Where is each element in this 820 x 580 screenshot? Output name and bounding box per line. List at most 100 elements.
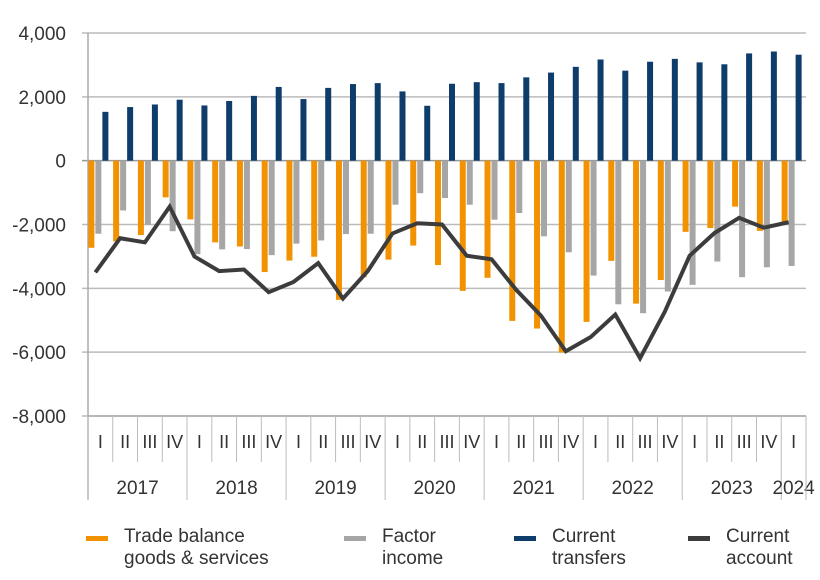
bar-trade-balance-goods-services bbox=[707, 160, 714, 229]
legend-swatch-trade-balance bbox=[86, 536, 108, 541]
bar-factor-income bbox=[169, 160, 176, 232]
bar-trade-balance-goods-services bbox=[261, 160, 268, 273]
bar-current-transfers bbox=[647, 61, 654, 161]
quarter-label: I bbox=[395, 432, 400, 452]
quarter-label: I bbox=[197, 432, 202, 452]
bar-trade-balance-goods-services bbox=[236, 160, 243, 247]
bar-current-transfers bbox=[176, 99, 183, 161]
bar-factor-income bbox=[120, 160, 127, 211]
bar-trade-balance-goods-services bbox=[385, 160, 392, 260]
bar-current-transfers bbox=[671, 58, 678, 161]
bar-factor-income bbox=[243, 160, 250, 250]
bar-factor-income bbox=[516, 160, 523, 214]
bar-current-transfers bbox=[498, 83, 505, 161]
legend-item-factor-income: Factor income bbox=[344, 526, 443, 570]
bar-factor-income bbox=[491, 160, 498, 220]
bar-trade-balance-goods-services bbox=[459, 160, 466, 291]
bar-trade-balance-goods-services bbox=[311, 160, 318, 257]
bar-current-transfers bbox=[721, 64, 728, 161]
quarter-label: III bbox=[737, 432, 752, 452]
bar-current-transfers bbox=[226, 100, 233, 161]
legend-label-trade-balance: Trade balance goods & services bbox=[124, 526, 269, 569]
bar-current-transfers bbox=[548, 72, 555, 161]
year-label: 2023 bbox=[711, 478, 753, 499]
legend-item-current-account: Current account bbox=[688, 526, 793, 570]
bar-current-transfers bbox=[374, 83, 381, 161]
bar-factor-income bbox=[417, 160, 424, 194]
bar-trade-balance-goods-services bbox=[286, 160, 293, 261]
bar-factor-income bbox=[194, 160, 201, 255]
year-label: 2019 bbox=[314, 478, 356, 499]
bar-factor-income bbox=[714, 160, 721, 262]
bar-factor-income bbox=[590, 160, 597, 276]
bar-trade-balance-goods-services bbox=[781, 160, 788, 225]
bar-factor-income bbox=[268, 160, 275, 256]
quarter-label: II bbox=[615, 432, 625, 452]
bar-trade-balance-goods-services bbox=[756, 160, 763, 231]
bar-current-transfers bbox=[399, 91, 406, 161]
bar-current-transfers bbox=[127, 107, 134, 161]
y-tick-label: 4,000 bbox=[18, 24, 66, 45]
y-tick-label: -4,000 bbox=[12, 279, 66, 300]
legend-swatch-factor-income bbox=[344, 536, 366, 541]
bar-factor-income bbox=[640, 160, 647, 314]
bar-trade-balance-goods-services bbox=[534, 160, 541, 329]
bar-trade-balance-goods-services bbox=[484, 160, 491, 278]
bar-factor-income bbox=[144, 160, 151, 225]
quarter-label: III bbox=[340, 432, 355, 452]
legend-item-current-transfers: Current transfers bbox=[514, 526, 626, 570]
bar-trade-balance-goods-services bbox=[435, 160, 441, 266]
quarter-label: IV bbox=[661, 432, 678, 452]
bar-factor-income bbox=[763, 160, 770, 268]
bar-trade-balance-goods-services bbox=[360, 160, 367, 278]
bar-trade-balance-goods-services bbox=[509, 160, 516, 321]
bar-factor-income bbox=[689, 160, 696, 285]
bar-current-transfers bbox=[696, 62, 703, 161]
bar-trade-balance-goods-services bbox=[583, 160, 590, 322]
legend-label-factor-income: Factor income bbox=[382, 526, 444, 569]
bar-factor-income bbox=[392, 160, 399, 205]
quarter-label: I bbox=[692, 432, 697, 452]
bar-current-transfers bbox=[201, 105, 208, 161]
bar-trade-balance-goods-services bbox=[732, 160, 739, 207]
bar-factor-income bbox=[615, 160, 622, 305]
bar-trade-balance-goods-services bbox=[682, 160, 689, 232]
bar-current-transfers bbox=[795, 54, 802, 161]
quarter-label: III bbox=[539, 432, 554, 452]
bar-factor-income bbox=[565, 160, 572, 253]
quarter-label: IV bbox=[463, 432, 480, 452]
bar-current-transfers bbox=[572, 66, 579, 161]
quarter-label: II bbox=[516, 432, 526, 452]
quarter-label: IV bbox=[166, 432, 183, 452]
quarter-label: III bbox=[439, 432, 454, 452]
quarter-label: IV bbox=[562, 432, 579, 452]
bar-factor-income bbox=[318, 160, 325, 241]
bar-current-transfers bbox=[770, 51, 777, 161]
bar-trade-balance-goods-services bbox=[558, 160, 565, 353]
bar-current-transfers bbox=[622, 70, 629, 161]
bar-current-transfers bbox=[746, 53, 753, 161]
y-tick-label: 2,000 bbox=[18, 88, 66, 109]
bar-factor-income bbox=[342, 160, 349, 235]
bar-trade-balance-goods-services bbox=[137, 160, 144, 236]
bar-factor-income bbox=[466, 160, 473, 205]
year-label: 2018 bbox=[215, 478, 257, 499]
bar-current-transfers bbox=[424, 105, 431, 161]
bar-factor-income bbox=[95, 160, 102, 234]
bar-current-transfers bbox=[597, 59, 604, 161]
y-tick-label: -8,000 bbox=[12, 407, 66, 428]
year-label: 2024 bbox=[772, 478, 815, 499]
legend-swatch-current-account bbox=[688, 536, 710, 541]
quarter-label: II bbox=[714, 432, 724, 452]
bar-factor-income bbox=[293, 160, 300, 244]
legend-label-current-transfers: Current transfers bbox=[552, 526, 626, 569]
quarter-label: IV bbox=[265, 432, 282, 452]
bar-factor-income bbox=[442, 160, 448, 199]
quarter-label: II bbox=[219, 432, 229, 452]
year-label: 2022 bbox=[612, 478, 654, 499]
year-label: 2021 bbox=[513, 478, 555, 499]
y-tick-label: -2,000 bbox=[12, 216, 66, 237]
quarter-label: II bbox=[417, 432, 427, 452]
bar-current-transfers bbox=[250, 95, 257, 161]
